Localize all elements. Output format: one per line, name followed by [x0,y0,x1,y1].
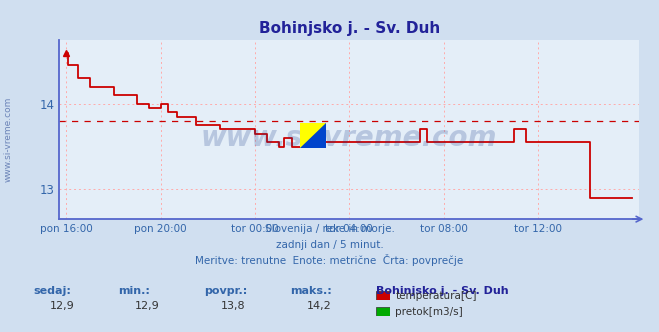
Text: min.:: min.: [119,286,150,296]
Text: pretok[m3/s]: pretok[m3/s] [395,307,463,317]
Text: www.si-vreme.com: www.si-vreme.com [3,97,13,182]
Text: Meritve: trenutne  Enote: metrične  Črta: povprečje: Meritve: trenutne Enote: metrične Črta: … [195,254,464,266]
Text: 13,8: 13,8 [221,301,245,311]
Text: temperatura[C]: temperatura[C] [395,291,477,301]
Text: 12,9: 12,9 [135,301,160,311]
Text: maks.:: maks.: [290,286,331,296]
Polygon shape [300,123,326,148]
Text: 12,9: 12,9 [49,301,74,311]
Text: zadnji dan / 5 minut.: zadnji dan / 5 minut. [275,240,384,250]
Title: Bohinjsko j. - Sv. Duh: Bohinjsko j. - Sv. Duh [258,21,440,36]
Text: 14,2: 14,2 [306,301,331,311]
Text: Slovenija / reke in morje.: Slovenija / reke in morje. [264,224,395,234]
Text: povpr.:: povpr.: [204,286,248,296]
Text: Bohinjsko j. - Sv. Duh: Bohinjsko j. - Sv. Duh [376,286,508,296]
Text: sedaj:: sedaj: [33,286,71,296]
Text: www.si-vreme.com: www.si-vreme.com [201,124,498,152]
Polygon shape [300,123,326,148]
